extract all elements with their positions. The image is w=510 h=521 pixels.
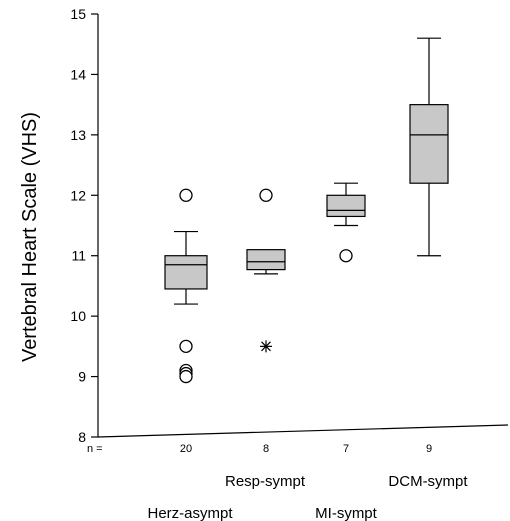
category-label: MI-sympt bbox=[315, 505, 377, 521]
box-iqr bbox=[164, 255, 208, 290]
box-group bbox=[409, 37, 449, 257]
n-count-label: 7 bbox=[343, 443, 349, 455]
box-iqr bbox=[246, 249, 286, 271]
category-label: Resp-sympt bbox=[225, 473, 306, 490]
y-tick-label: 9 bbox=[78, 369, 86, 385]
extreme-stroke bbox=[261, 341, 271, 352]
n-count-label: 9 bbox=[426, 443, 432, 455]
extreme-point bbox=[260, 340, 272, 353]
x-axis-line bbox=[97, 424, 509, 438]
box-group bbox=[164, 188, 208, 384]
category-label: DCM-sympt bbox=[388, 473, 468, 490]
n-count-label: 8 bbox=[263, 443, 269, 455]
y-tick-label: 11 bbox=[71, 248, 86, 264]
outlier-point bbox=[179, 188, 193, 202]
y-axis-label: Vertebral Heart Scale (VHS) bbox=[19, 112, 41, 362]
box-group bbox=[246, 188, 286, 353]
box-iqr bbox=[409, 104, 449, 184]
y-ticks: 8 9 10 11 12 13 14 15 bbox=[70, 6, 98, 445]
category-label: Herz-asympt bbox=[147, 505, 233, 521]
y-tick-label: 8 bbox=[78, 429, 86, 445]
y-tick-label: 14 bbox=[70, 66, 86, 82]
y-tick-label: 10 bbox=[70, 308, 86, 324]
boxes bbox=[164, 37, 449, 384]
box-iqr bbox=[326, 194, 366, 218]
n-count-label: 20 bbox=[180, 443, 192, 455]
y-tick-label: 15 bbox=[70, 6, 86, 22]
outlier-point bbox=[259, 188, 273, 202]
outlier-point bbox=[179, 339, 193, 354]
y-tick-label: 13 bbox=[70, 127, 86, 143]
n-prefix: n = bbox=[87, 443, 103, 455]
outlier-point bbox=[179, 369, 193, 384]
outlier-point bbox=[339, 249, 353, 263]
y-tick-label: 12 bbox=[70, 187, 86, 203]
box-group bbox=[326, 182, 366, 263]
category-labels: 20 Herz-asympt 8 Resp-sympt 7 MI-sympt 9 DCM-sy… bbox=[147, 443, 468, 521]
